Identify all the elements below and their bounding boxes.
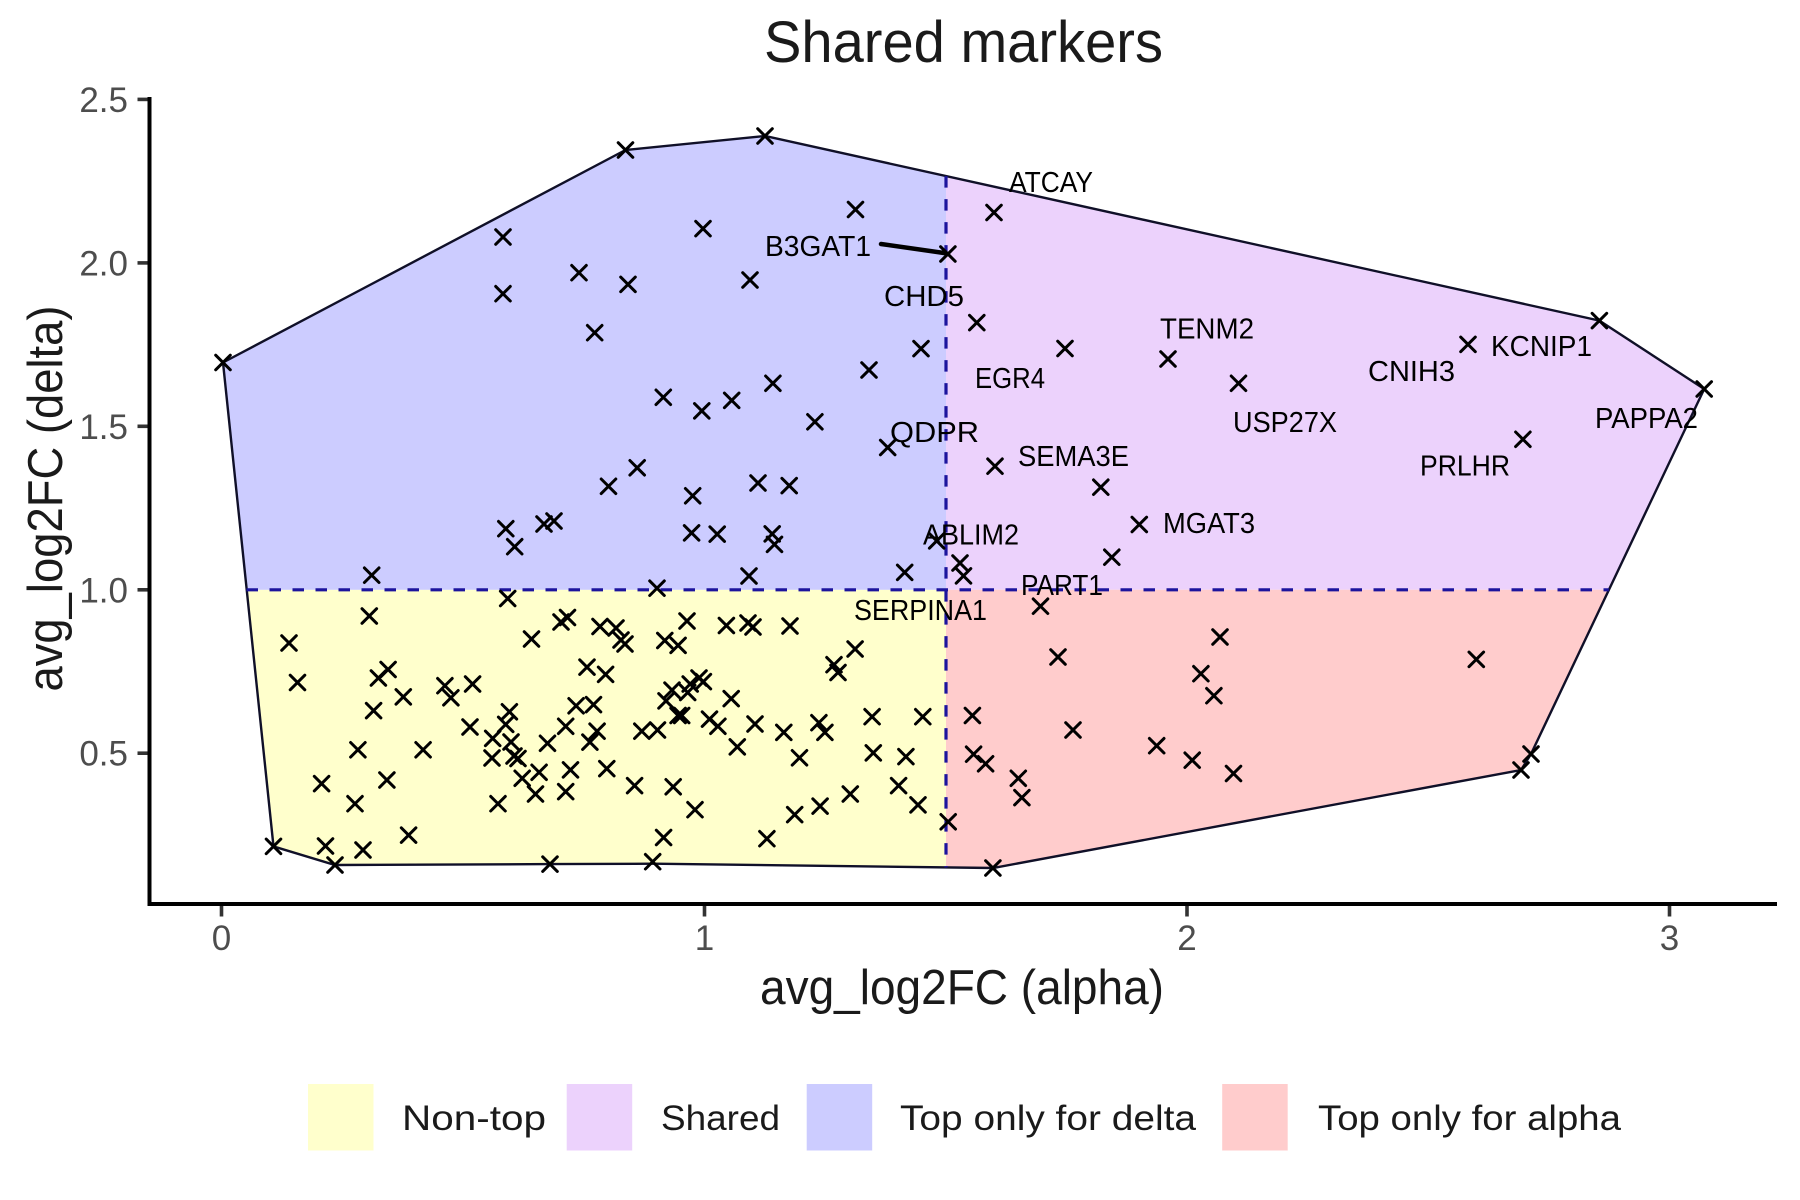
- svg-text:Shared: Shared: [661, 1098, 780, 1138]
- svg-text:TENM2: TENM2: [1160, 314, 1254, 346]
- svg-text:SEMA3E: SEMA3E: [1018, 441, 1129, 473]
- svg-text:CHD5: CHD5: [884, 281, 964, 313]
- svg-text:3: 3: [1660, 919, 1679, 958]
- svg-text:2.5: 2.5: [79, 81, 128, 120]
- svg-text:B3GAT1: B3GAT1: [765, 231, 871, 263]
- svg-text:USP27X: USP27X: [1233, 407, 1337, 439]
- svg-text:PRLHR: PRLHR: [1420, 451, 1510, 483]
- svg-text:SERPINA1: SERPINA1: [854, 595, 987, 627]
- svg-text:1: 1: [695, 919, 714, 958]
- svg-text:QDPR: QDPR: [890, 417, 979, 449]
- svg-text:1.5: 1.5: [79, 408, 128, 447]
- svg-text:PAPPA2: PAPPA2: [1595, 403, 1698, 435]
- svg-text:EGR4: EGR4: [975, 363, 1045, 395]
- svg-text:ABLIM2: ABLIM2: [923, 520, 1019, 552]
- svg-text:ATCAY: ATCAY: [1009, 167, 1093, 199]
- svg-text:avg_log2FC (delta): avg_log2FC (delta): [19, 306, 73, 692]
- svg-text:0: 0: [212, 919, 231, 958]
- svg-text:Non-top: Non-top: [402, 1098, 546, 1138]
- svg-text:CNIH3: CNIH3: [1368, 356, 1455, 388]
- svg-text:2.0: 2.0: [79, 244, 128, 283]
- svg-text:PART1: PART1: [1021, 570, 1103, 602]
- svg-text:Top only for delta: Top only for delta: [900, 1098, 1196, 1138]
- svg-text:2: 2: [1177, 919, 1196, 958]
- svg-text:0.5: 0.5: [79, 735, 128, 774]
- svg-text:KCNIP1: KCNIP1: [1491, 331, 1592, 363]
- svg-text:Top only for alpha: Top only for alpha: [1318, 1098, 1621, 1138]
- svg-text:avg_log2FC (alpha): avg_log2FC (alpha): [760, 961, 1164, 1015]
- svg-text:Shared markers: Shared markers: [764, 10, 1163, 75]
- svg-text:1.0: 1.0: [79, 571, 128, 610]
- svg-text:MGAT3: MGAT3: [1163, 508, 1255, 540]
